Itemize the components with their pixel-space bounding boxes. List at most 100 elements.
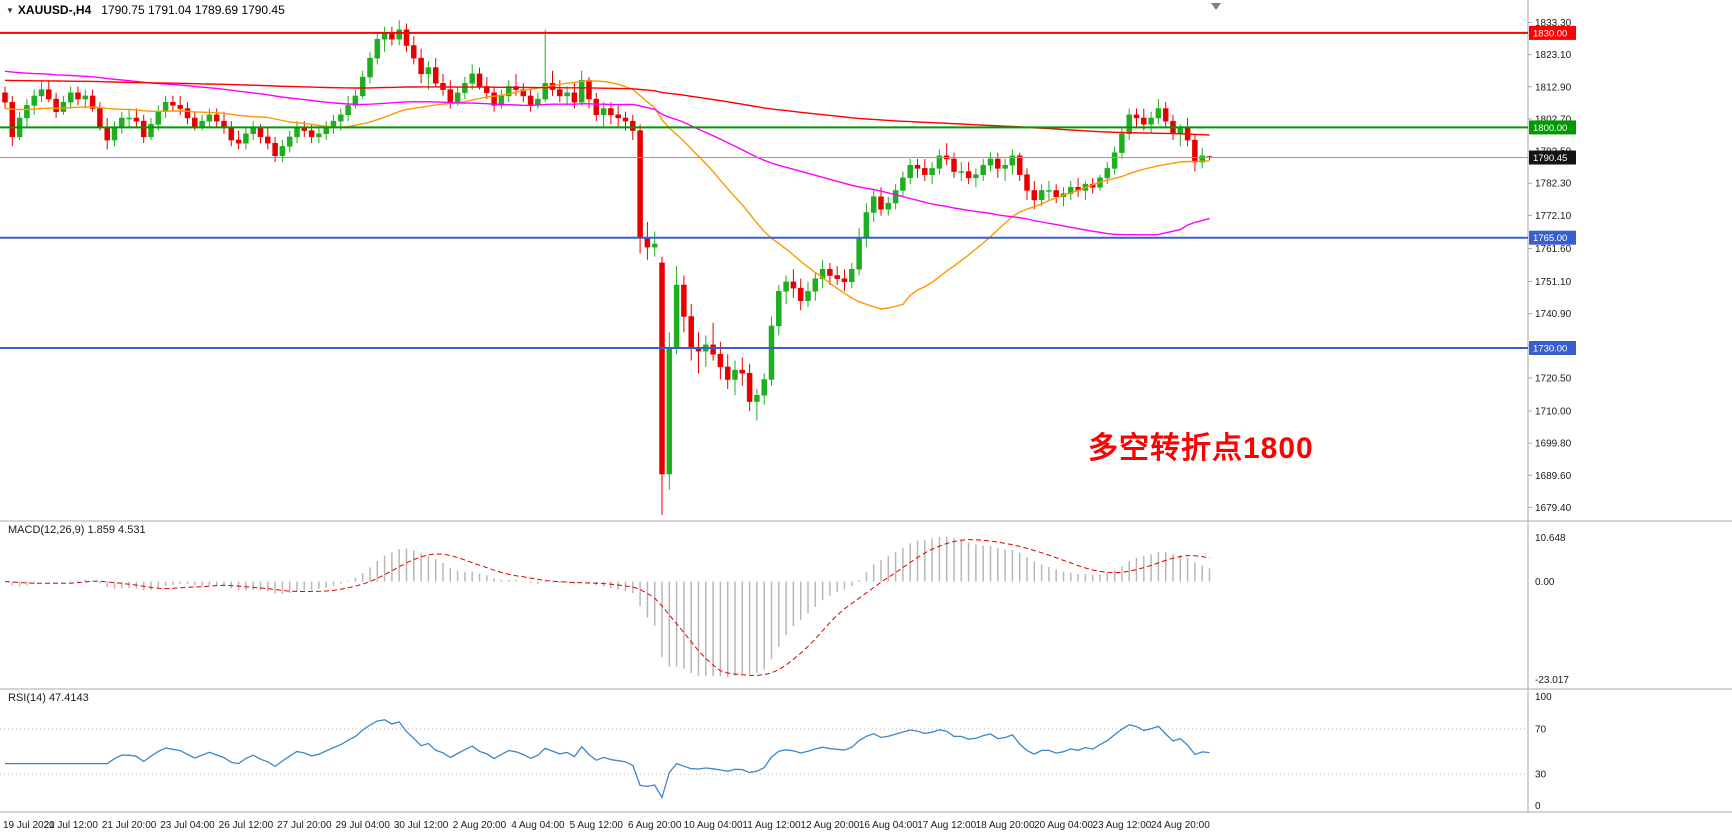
- candle-body: [1141, 117, 1147, 125]
- moving-averages: [4, 70, 1210, 310]
- candle-body: [564, 92, 570, 97]
- candle-body: [710, 344, 716, 355]
- candle-body: [272, 142, 278, 157]
- macd-signal-line: [4, 539, 1210, 676]
- candle-body: [97, 108, 103, 128]
- macd-indicator-label: MACD(12,26,9) 1.859 4.531: [8, 524, 146, 536]
- candle-body: [338, 114, 344, 122]
- candle-body: [177, 105, 183, 109]
- candle-body: [834, 275, 840, 279]
- horizontal-lines: [0, 31, 1528, 349]
- hline-price-tag-bg[interactable]: [1529, 120, 1576, 135]
- candle-body: [608, 108, 614, 116]
- candle-body: [228, 127, 235, 141]
- time-tick-label: 4 Aug 04:00: [511, 820, 565, 831]
- candle-body: [819, 268, 826, 279]
- rsi-axis-label: 30: [1535, 770, 1547, 781]
- candle-body: [46, 89, 52, 100]
- candle-body: [308, 130, 315, 138]
- time-tick-label: 16 Aug 04:00: [859, 820, 918, 831]
- candle-body: [418, 57, 424, 75]
- candle-body: [396, 29, 402, 40]
- time-tick-label: 29 Jul 04:00: [335, 820, 390, 831]
- candle-body: [447, 89, 454, 103]
- candle-body: [973, 174, 979, 179]
- current-price-tag-text: 1790.45: [1533, 153, 1567, 164]
- price-tick-label: 1710.00: [1535, 407, 1572, 418]
- rsi-indicator-label: RSI(14) 47.4143: [8, 692, 89, 704]
- price-tick-label: 1751.10: [1535, 277, 1572, 288]
- candle-body: [849, 268, 855, 283]
- candle-body: [133, 117, 140, 122]
- chart-title: ▼ XAUUSD-,H4 1790.75 1791.04 1789.69 1790.…: [6, 3, 285, 17]
- candle-body: [929, 168, 935, 175]
- candle-body: [425, 67, 432, 75]
- candle-body: [688, 316, 694, 349]
- candle-body: [542, 83, 548, 100]
- price-tick-label: 1740.90: [1535, 309, 1572, 320]
- candle-body: [213, 114, 220, 122]
- macd-axis-label: 10.648: [1535, 533, 1566, 544]
- candle-body: [1155, 108, 1162, 119]
- candle-body: [630, 120, 636, 131]
- time-tick-label: 23 Jul 04:00: [160, 820, 215, 831]
- candle-body: [1126, 114, 1132, 134]
- candle-body: [922, 168, 928, 175]
- candle-body: [892, 190, 899, 204]
- candle-body: [1016, 155, 1023, 175]
- candle-body: [53, 98, 59, 112]
- ohlc-values: 1790.75 1791.04 1789.69 1790.45: [101, 3, 285, 17]
- candle-body: [9, 101, 16, 138]
- symbol-dropdown-icon[interactable]: ▼: [6, 6, 14, 15]
- ma-line-250: [4, 79, 1210, 136]
- candle-body: [958, 171, 965, 173]
- candle-body: [286, 136, 293, 147]
- candle-body: [951, 158, 957, 172]
- current-price-tag-bg: [1529, 150, 1576, 165]
- candle-body: [1148, 117, 1154, 125]
- candle-body: [914, 164, 921, 169]
- candle-body: [2, 92, 8, 103]
- annotation-text: 多空转折点1800: [1088, 432, 1314, 465]
- candle-body: [885, 202, 892, 210]
- candle-body: [1002, 164, 1008, 169]
- candle-body: [1104, 168, 1111, 179]
- time-tick-label: 20 Aug 04:00: [1034, 820, 1093, 831]
- chart-shift-marker-icon[interactable]: [1211, 3, 1221, 10]
- candle-body: [615, 114, 621, 119]
- price-axis: 1833.301823.101812.901802.701792.501782.…: [1528, 18, 1572, 514]
- candle-body: [637, 130, 643, 238]
- time-tick-label: 20 Jul 12:00: [43, 820, 98, 831]
- hline-price-tag[interactable]: 1800.00: [1529, 120, 1576, 135]
- candle-body: [279, 146, 286, 157]
- candle-body: [797, 287, 804, 301]
- time-tick-label: 12 Aug 20:00: [800, 820, 859, 831]
- hline-price-tag[interactable]: 1830.00: [1529, 25, 1576, 40]
- candle-body: [520, 89, 527, 97]
- candle-body: [476, 73, 483, 87]
- candle-body: [162, 101, 169, 112]
- candle-body: [1199, 155, 1205, 163]
- hline-price-tag-bg[interactable]: [1529, 25, 1576, 40]
- candle-body: [717, 354, 724, 368]
- candle-body: [411, 45, 417, 59]
- price-tick-label: 1699.80: [1535, 439, 1572, 450]
- candle-body: [659, 262, 665, 475]
- candle-body: [593, 98, 600, 116]
- candle-body: [746, 372, 753, 402]
- candle-body: [1038, 190, 1045, 201]
- hline-price-tag-bg[interactable]: [1529, 230, 1576, 245]
- candle-body: [294, 127, 300, 138]
- time-tick-label: 21 Jul 20:00: [102, 820, 157, 831]
- candle-body: [856, 237, 862, 270]
- candle-body: [316, 133, 322, 138]
- candle-body: [374, 38, 381, 59]
- candle-body: [352, 95, 359, 106]
- hline-price-tag[interactable]: 1730.00: [1529, 341, 1576, 355]
- hline-price-tag[interactable]: 1765.00: [1529, 230, 1576, 245]
- candle-body: [622, 117, 629, 122]
- time-tick-label: 6 Aug 20:00: [628, 820, 682, 831]
- hline-price-tag-text: 1830.00: [1533, 28, 1567, 39]
- hline-price-tag-bg[interactable]: [1529, 341, 1576, 355]
